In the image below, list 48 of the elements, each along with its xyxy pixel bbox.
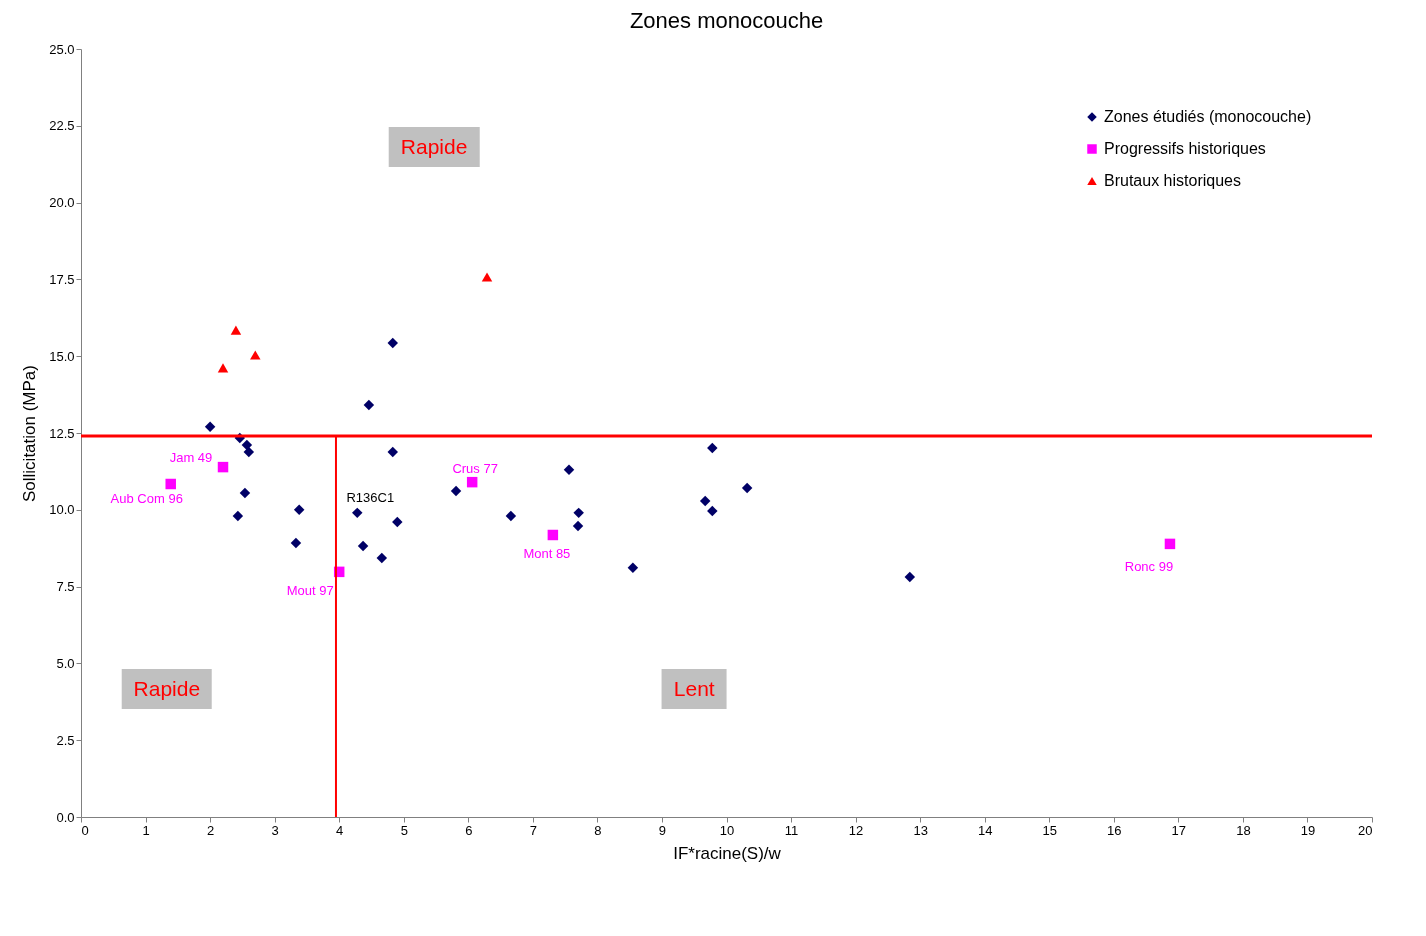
y-tick-label: 2.5 (56, 732, 75, 748)
annotation: Rapide (388, 127, 480, 168)
x-tick-label: 10 (719, 822, 735, 838)
x-tick-label: 18 (1236, 822, 1251, 838)
legend-label: Brutaux historiques (1104, 172, 1241, 189)
y-tick-label: 7.5 (56, 579, 75, 595)
x-tick-label: 0 (81, 822, 89, 838)
y-tick-label: 25.0 (49, 41, 75, 57)
x-tick-label: 3 (271, 822, 279, 838)
annotation: Jam 49 (169, 450, 213, 466)
annotation: Lent (661, 668, 727, 709)
x-tick-label: 4 (336, 822, 344, 838)
y-tick-label: 12.5 (49, 425, 75, 441)
x-tick-label: 9 (658, 822, 667, 838)
y-tick-label: 17.5 (49, 271, 75, 287)
y-tick-label: 20.0 (49, 195, 75, 211)
y-tick-label: 15.0 (49, 348, 75, 364)
x-tick-label: 19 (1300, 822, 1316, 838)
x-tick-label: 5 (400, 822, 408, 838)
annotation: Rapide (121, 668, 213, 709)
annotation: Mout 97 (286, 582, 334, 598)
y-axis-title: Sollicitation (MPa) (20, 365, 40, 502)
x-tick-label: 2 (206, 822, 215, 838)
x-tick-label: 13 (913, 822, 928, 838)
x-tick-label: 14 (977, 822, 993, 838)
y-tick-label: 10.0 (49, 502, 75, 518)
legend-label: Zones étudiés (monocouche) (1104, 108, 1312, 125)
x-tick-label: 12 (848, 822, 864, 838)
annotation: Aub Com 96 (110, 491, 183, 506)
annotation: Crus 77 (452, 461, 498, 477)
y-tick-label: 22.5 (49, 118, 75, 134)
annotation: R136C1 (346, 489, 395, 505)
x-tick-label: 1 (142, 822, 150, 838)
chart-title: Zones monocouche (629, 8, 824, 33)
x-tick-label: 11 (784, 822, 799, 838)
annotation: Ronc 99 (1124, 558, 1174, 574)
annotation: Mont 85 (523, 545, 571, 561)
legend-label: Progressifs historiques (1104, 140, 1266, 157)
x-axis-title: IF*racine(S)/w (673, 843, 782, 863)
x-tick-label: 15 (1042, 822, 1057, 838)
x-tick-label: 20 (1358, 822, 1373, 838)
x-tick-label: 8 (594, 822, 602, 838)
x-tick-label: 7 (529, 822, 537, 838)
x-tick-label: 16 (1107, 822, 1122, 838)
y-tick-label: 0.0 (56, 809, 75, 825)
x-tick-label: 6 (465, 822, 473, 838)
y-tick-label: 5.0 (56, 655, 75, 671)
x-tick-label: 17 (1171, 822, 1187, 838)
